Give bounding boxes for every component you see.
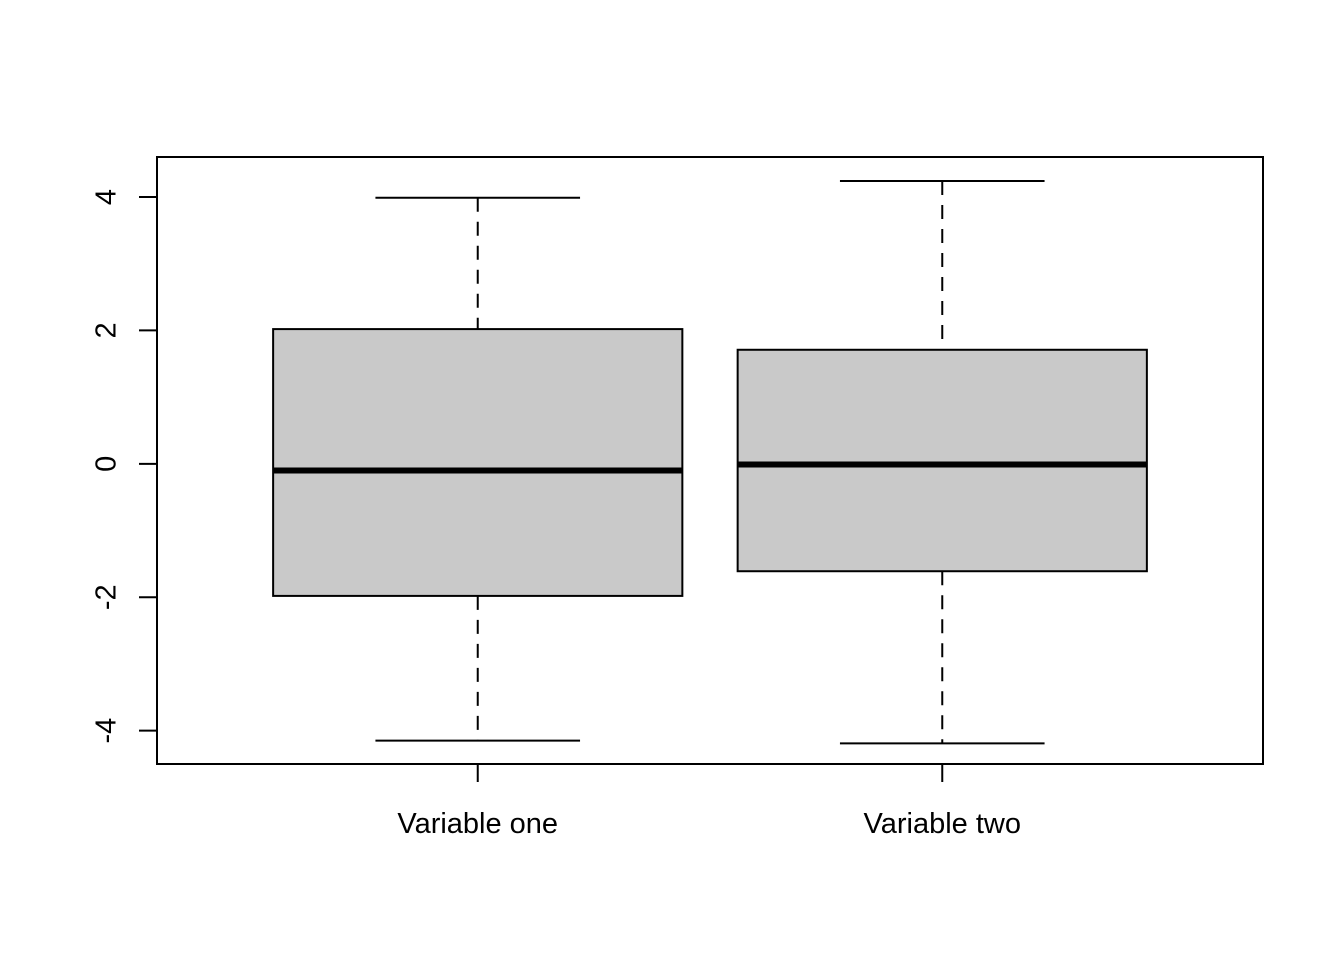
y-tick-label: 4	[91, 189, 123, 205]
y-tick-label: 2	[91, 322, 123, 338]
box-series	[272, 180, 1148, 745]
box-rect	[272, 328, 684, 597]
y-tick-label: -2	[91, 584, 123, 610]
y-tick-label: -4	[91, 718, 123, 744]
x-category-label: Variable one	[397, 808, 558, 840]
y-axis: -4 -2 0 2 4	[91, 189, 158, 744]
y-tick-label: 0	[91, 456, 123, 472]
box-rect	[736, 348, 1148, 573]
box-1	[272, 196, 684, 742]
box-2	[736, 180, 1148, 745]
x-category-label: Variable two	[864, 808, 1021, 840]
x-axis: Variable one Variable two	[397, 764, 1021, 840]
